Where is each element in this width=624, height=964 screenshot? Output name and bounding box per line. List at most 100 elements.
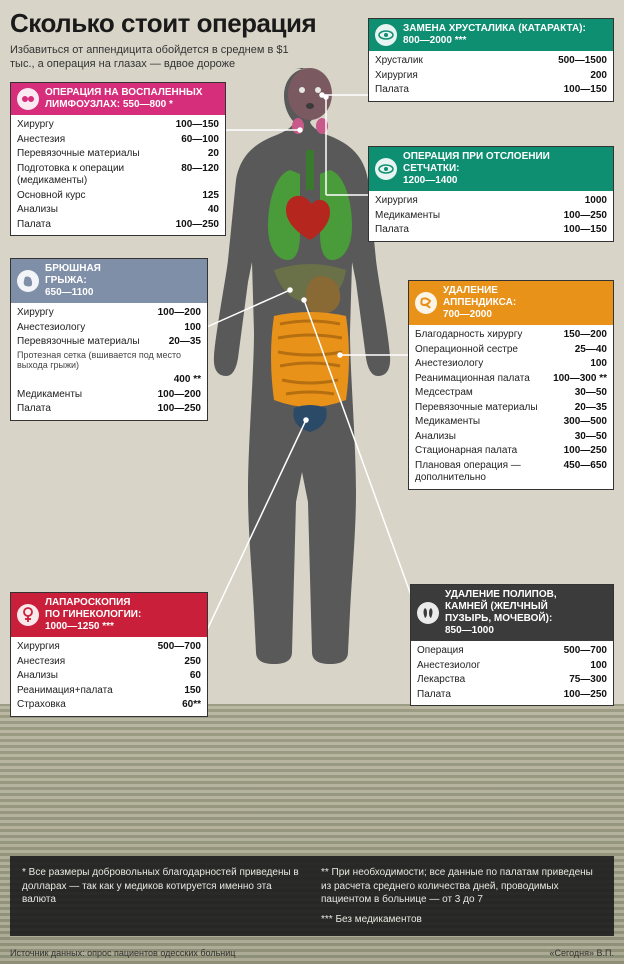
row-label: Операционной сестре	[415, 344, 567, 357]
row-value: 100—150	[556, 84, 607, 97]
row-value: 100	[176, 322, 201, 335]
row-value: 100—150	[556, 224, 607, 237]
row-label: Хирургия	[375, 70, 582, 83]
row-label: Медикаменты	[17, 389, 150, 402]
box-gyneco-body: Хирургия500—700Анестезия250Анализы60Реан…	[11, 637, 207, 716]
box-hernia: БРЮШНАЯ ГРЫЖА: 650—1100 Хирургу100—200Ан…	[10, 258, 208, 421]
price-row: Палата100—250	[11, 218, 225, 233]
row-value: 100—300 **	[545, 373, 607, 386]
row-value: 20—35	[161, 336, 201, 349]
box-polyps-body: Операция500—700Анестезиолог100Лекарства7…	[411, 641, 613, 705]
price-row: Анализы40	[11, 203, 225, 218]
box-cataract-header: ЗАМЕНА ХРУСТАЛИКА (КАТАРАКТА): 800—2000 …	[369, 19, 613, 51]
price-row: Подготовка к операции (медикаменты)80—12…	[11, 162, 225, 189]
price-row: Анестезия250	[11, 655, 207, 670]
price-row: Анестезиолог100	[411, 659, 613, 674]
box-cataract-title: ЗАМЕНА ХРУСТАЛИКА (КАТАРАКТА): 800—2000 …	[403, 23, 607, 47]
footnote-c: *** Без медикаментов	[321, 913, 602, 927]
row-label: Хирургия	[375, 195, 577, 208]
row-label: Страховка	[17, 699, 174, 712]
box-retina-title: ОПЕРАЦИЯ ПРИ ОТСЛОЕНИИ СЕТЧАТКИ: 1200—14…	[403, 151, 607, 187]
box-appendix-header: УДАЛЕНИЕ АППЕНДИКСА: 700—2000	[409, 281, 613, 325]
row-label: Медсестрам	[415, 387, 567, 400]
price-row: Плановая операция — дополнительно450—650	[409, 459, 613, 486]
price-row: Анализы30—50	[409, 430, 613, 445]
row-label: Стационарная палата	[415, 445, 556, 458]
price-row: Хирургу100—200	[11, 306, 207, 321]
row-label: Палата	[375, 224, 556, 237]
row-label: Палата	[17, 219, 168, 232]
box-lymph: ОПЕРАЦИЯ НА ВОСПАЛЕННЫХ ЛИМФОУЗЛАХ: 550—…	[10, 82, 226, 236]
row-value: 30—50	[567, 387, 607, 400]
box-gyneco-header: ЛАПАРОСКОПИЯ ПО ГИНЕКОЛОГИИ: 1000—1250 *…	[11, 593, 207, 637]
row-label: Анестезиологу	[415, 358, 582, 371]
row-label: Палата	[417, 689, 556, 702]
row-value: 80—120	[173, 163, 219, 176]
price-row: Основной курс125	[11, 189, 225, 204]
row-value: 30—50	[567, 431, 607, 444]
price-row: Благодарность хирургу150—200	[409, 328, 613, 343]
row-label: Реанимационная палата	[415, 373, 545, 386]
row-label: Хрусталик	[375, 55, 550, 68]
box-hernia-body: Хирургу100—200Анестезиологу100Перевязочн…	[11, 303, 207, 420]
price-row: Палата100—250	[11, 402, 207, 417]
price-row: Перевязочные материалы20	[11, 147, 225, 162]
price-row: Медикаменты100—200	[11, 388, 207, 403]
footnote-b: ** При необходимости; все данные по пала…	[321, 866, 602, 907]
box-hernia-title: БРЮШНАЯ ГРЫЖА: 650—1100	[45, 263, 201, 299]
row-label: Анализы	[415, 431, 567, 444]
hernia-note: Протезная сетка (вшивается под место вых…	[11, 350, 207, 374]
price-row: Хирургия500—700	[11, 640, 207, 655]
price-row: Палата100—250	[411, 688, 613, 703]
row-label: Перевязочные материалы	[17, 336, 161, 349]
price-row: Хирургу100—150	[11, 118, 225, 133]
row-value: 1000	[577, 195, 607, 208]
row-value: 125	[194, 190, 219, 203]
box-polyps-header: УДАЛЕНИЕ ПОЛИПОВ, КАМНЕЙ (ЖЕЛЧНЫЙ ПУЗЫРЬ…	[411, 585, 613, 641]
row-value: 100—250	[556, 210, 607, 223]
box-gyneco: ЛАПАРОСКОПИЯ ПО ГИНЕКОЛОГИИ: 1000—1250 *…	[10, 592, 208, 717]
box-retina-body: Хирургия1000Медикаменты100—250Палата100—…	[369, 191, 613, 241]
price-row: Операционной сестре25—40	[409, 343, 613, 358]
row-value: 100	[582, 358, 607, 371]
row-value: 60	[182, 670, 201, 683]
row-label: Хирургу	[17, 307, 150, 320]
price-row: Хирургия1000	[369, 194, 613, 209]
row-value: 40	[200, 204, 219, 217]
row-value: 150—200	[556, 329, 607, 342]
row-label: Благодарность хирургу	[415, 329, 556, 342]
row-value: 100—250	[556, 689, 607, 702]
row-value: 500—1500	[550, 55, 607, 68]
row-label: Лекарства	[417, 674, 561, 687]
row-label: Перевязочные материалы	[415, 402, 567, 415]
row-label: Анестезиологу	[17, 322, 176, 335]
row-value: 250	[176, 656, 201, 669]
box-cataract-body: Хрусталик500—1500Хирургия200Палата100—15…	[369, 51, 613, 101]
box-appendix-body: Благодарность хирургу150—200Операционной…	[409, 325, 613, 489]
eye-icon	[375, 24, 397, 46]
row-label: Медикаменты	[415, 416, 556, 429]
box-hernia-header: БРЮШНАЯ ГРЫЖА: 650—1100	[11, 259, 207, 303]
price-row: Медсестрам30—50	[409, 386, 613, 401]
row-value: 100—250	[168, 219, 219, 232]
price-row: Медикаменты300—500	[409, 415, 613, 430]
price-row: Страховка60**	[11, 698, 207, 713]
row-label: Медикаменты	[375, 210, 556, 223]
female-icon	[17, 604, 39, 626]
row-label: Плановая операция — дополнительно	[415, 460, 556, 485]
price-row: Анестезиологу100	[409, 357, 613, 372]
price-row: Анализы60	[11, 669, 207, 684]
row-value: 200	[582, 70, 607, 83]
box-lymph-header: ОПЕРАЦИЯ НА ВОСПАЛЕННЫХ ЛИМФОУЗЛАХ: 550—…	[11, 83, 225, 115]
box-polyps: УДАЛЕНИЕ ПОЛИПОВ, КАМНЕЙ (ЖЕЛЧНЫЙ ПУЗЫРЬ…	[410, 584, 614, 706]
box-lymph-title: ОПЕРАЦИЯ НА ВОСПАЛЕННЫХ ЛИМФОУЗЛАХ: 550—…	[45, 87, 219, 111]
row-value: 20	[200, 148, 219, 161]
row-label: Реанимация+палата	[17, 685, 176, 698]
row-value: 100—150	[168, 119, 219, 132]
box-appendix: УДАЛЕНИЕ АППЕНДИКСА: 700—2000 Благодарно…	[408, 280, 614, 490]
price-row: Перевязочные материалы20—35	[11, 335, 207, 350]
row-value: 400 **	[166, 374, 201, 387]
price-row: Анестезиологу100	[11, 321, 207, 336]
row-label: Анализы	[17, 204, 200, 217]
row-value: 300—500	[556, 416, 607, 429]
